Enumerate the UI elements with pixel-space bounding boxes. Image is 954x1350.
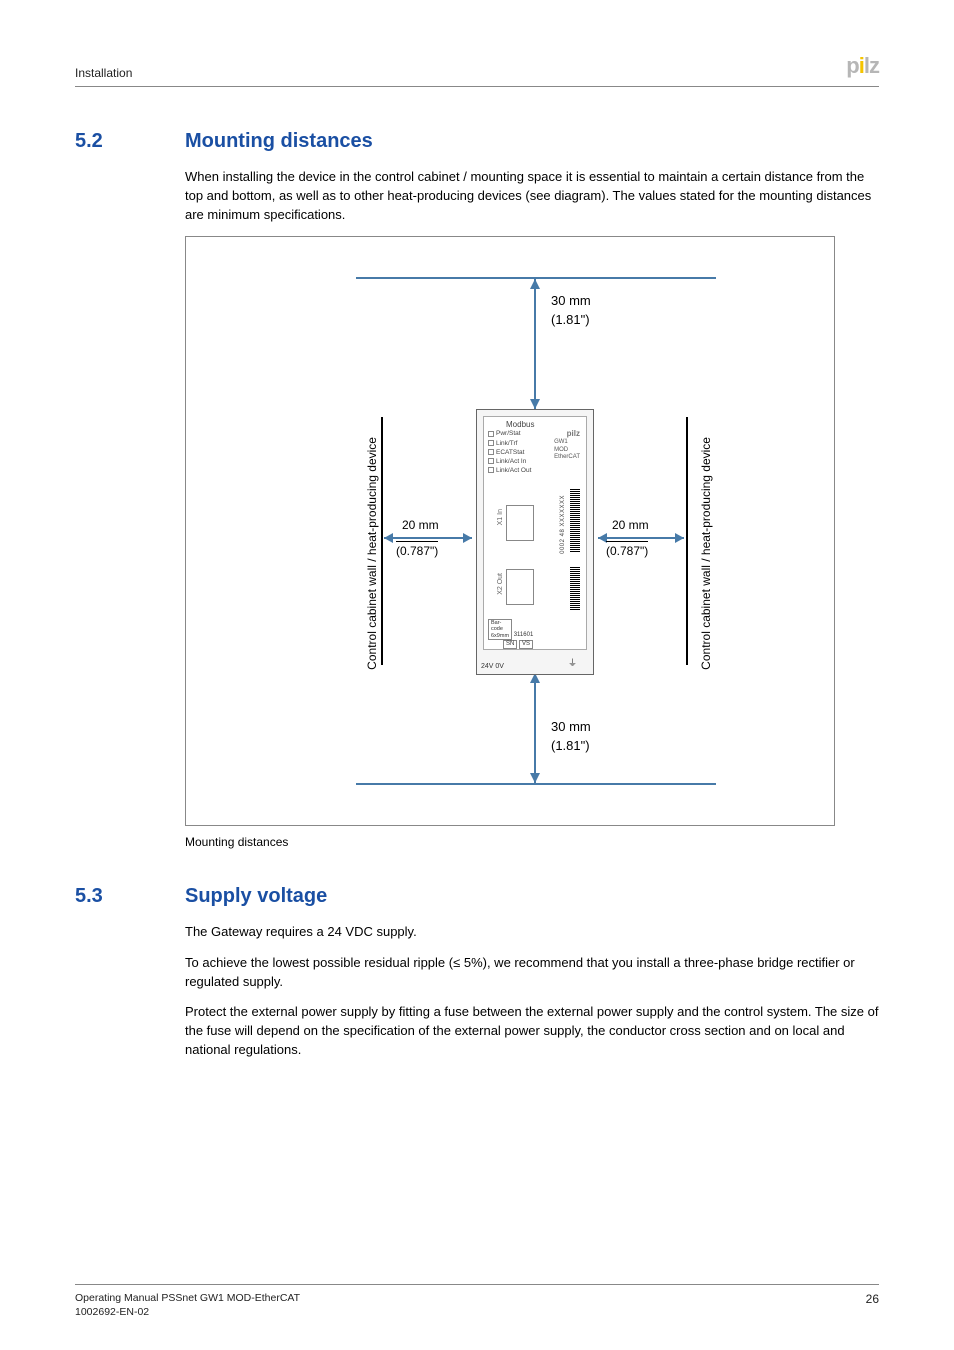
header-section: Installation <box>75 65 132 82</box>
device-barcode-num: 0002 48 XXXXXXX <box>559 495 568 554</box>
section-number: 5.3 <box>75 882 185 911</box>
device-brand: pilz <box>567 428 580 440</box>
section-5-2-heading: 5.2 Mounting distances <box>75 127 879 156</box>
footer-page-number: 26 <box>866 1291 879 1320</box>
mounting-figure: 30 mm (1.81") 30 mm (1.81") Control cabi… <box>185 236 879 826</box>
left-clearance-arrow <box>384 537 472 539</box>
right-clearance-in: (0.787") <box>606 541 648 560</box>
top-clearance-label: 30 mm (1.81") <box>551 292 591 330</box>
device-model-block: GW1 MOD EtherCAT <box>554 439 580 461</box>
device-port-x1 <box>506 505 534 541</box>
port-x2-label: X2 Out <box>496 573 506 595</box>
device-outline: Modbus pilz Pwr/Stat Link/Trf ECATStat L… <box>476 409 594 675</box>
device-front: Modbus pilz Pwr/Stat Link/Trf ECATStat L… <box>483 416 587 650</box>
right-clearance-arrow <box>598 537 684 539</box>
left-wall-label: Control cabinet wall / heat-producing de… <box>364 437 381 670</box>
page-header: Installation pilz <box>75 50 879 87</box>
figure-frame: 30 mm (1.81") 30 mm (1.81") Control cabi… <box>185 236 835 826</box>
port-x1-label: X1 In <box>496 509 506 525</box>
pilz-logo: pilz <box>846 50 879 82</box>
top-clearance-arrow <box>534 279 536 409</box>
left-clearance-in: (0.787") <box>396 541 438 560</box>
device-port-x2 <box>506 569 534 605</box>
supply-p1: The Gateway requires a 24 VDC supply. <box>185 923 879 942</box>
bottom-clearance-arrow <box>534 673 536 783</box>
left-clearance-mm: 20 mm <box>402 517 439 534</box>
device-sn-block: Bar-code6x9mm 311601 SN VS <box>488 619 533 648</box>
section-5-3-heading: 5.3 Supply voltage <box>75 882 879 911</box>
right-wall-line <box>686 417 688 665</box>
mounting-intro-paragraph: When installing the device in the contro… <box>185 168 879 225</box>
bottom-cabinet-line <box>356 783 716 785</box>
device-barcode-1 <box>570 489 580 553</box>
device-barcode-2 <box>570 567 580 611</box>
device-terminal-left: 24V 0V <box>481 662 504 672</box>
right-wall-label: Control cabinet wall / heat-producing de… <box>698 437 715 670</box>
supply-p2: To achieve the lowest possible residual … <box>185 954 879 992</box>
page-footer: Operating Manual PSSnet GW1 MOD-EtherCAT… <box>75 1284 879 1320</box>
section-number: 5.2 <box>75 127 185 156</box>
bottom-clearance-label: 30 mm (1.81") <box>551 718 591 756</box>
supply-p3: Protect the external power supply by fit… <box>185 1003 879 1060</box>
device-terminal-right: ⏚ <box>568 657 577 670</box>
right-clearance-mm: 20 mm <box>612 517 649 534</box>
device-led-block: Pwr/Stat Link/Trf ECATStat Link/Act In L… <box>488 429 531 474</box>
figure-caption: Mounting distances <box>185 834 879 851</box>
footer-doc-info: Operating Manual PSSnet GW1 MOD-EtherCAT… <box>75 1291 300 1320</box>
section-title: Supply voltage <box>185 882 327 911</box>
section-title: Mounting distances <box>185 127 373 156</box>
